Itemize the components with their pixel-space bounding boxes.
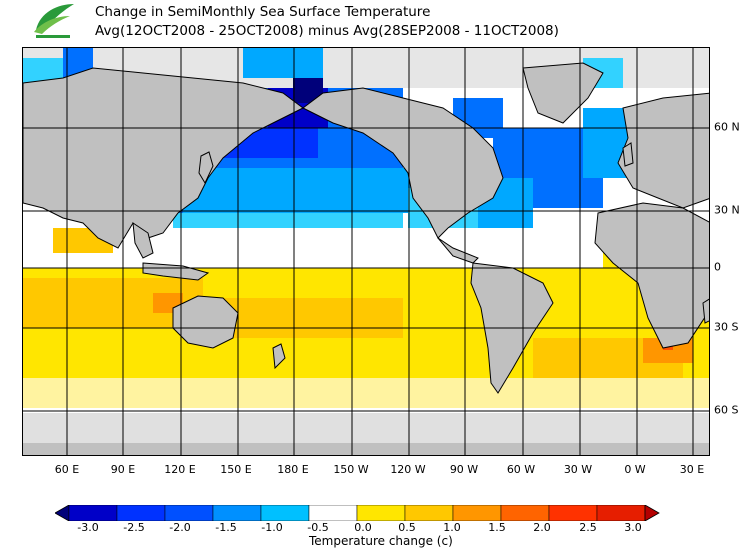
title-line-2: Avg(12OCT2008 - 25OCT2008) minus Avg(28S… — [95, 23, 559, 39]
colorbar-swatch — [68, 505, 118, 521]
lat-label: 30 S — [714, 320, 739, 334]
lat-label: 30 N — [714, 203, 740, 217]
colorbar-swatch — [404, 505, 454, 521]
colorbar-tick: 2.5 — [579, 521, 597, 534]
sst-change-map — [22, 47, 710, 456]
colorbar-swatch — [164, 505, 214, 521]
lon-label: 90 E — [110, 463, 136, 476]
colorbar-swatch — [500, 505, 550, 521]
colorbar-swatch — [452, 505, 502, 521]
map-canvas — [23, 48, 709, 455]
lon-label: 150 E — [220, 463, 252, 476]
chart-title: Change in SemiMonthly Sea Surface Temper… — [95, 3, 559, 41]
colorbar-tick: 0.5 — [398, 521, 416, 534]
colorbar-swatch — [308, 505, 358, 521]
colorbar-swatch — [116, 505, 166, 521]
land-masses — [23, 62, 709, 394]
arctic-anomaly-patches — [23, 48, 623, 138]
lat-label: 0 — [714, 260, 721, 274]
lon-label: 60 E — [54, 463, 80, 476]
colorbar-swatch — [212, 505, 262, 521]
title-line-1: Change in SemiMonthly Sea Surface Temper… — [95, 4, 431, 20]
lon-label: 120 E — [164, 463, 196, 476]
lon-label: 150 W — [333, 463, 369, 476]
colorbar-tick: -1.0 — [261, 521, 283, 534]
colorbar-arrow-right — [644, 505, 660, 521]
colorbar-swatch — [548, 505, 598, 521]
colorbar-swatch — [356, 505, 406, 521]
colorbar-tick: 0.0 — [354, 521, 372, 534]
colorbar-swatch — [596, 505, 646, 521]
lon-label: 60 W — [506, 463, 536, 476]
colorbar-tick: -2.5 — [123, 521, 145, 534]
lat-label: 60 S — [714, 403, 739, 417]
lon-label: 90 W — [449, 463, 479, 476]
colorbar-tick: -1.5 — [215, 521, 237, 534]
colorbar-tick: -0.5 — [307, 521, 329, 534]
lon-label: 120 W — [390, 463, 426, 476]
observatory-logo-icon — [34, 4, 74, 38]
graticule — [23, 48, 709, 455]
lat-label: 60 N — [714, 120, 740, 134]
lon-label: 30 E — [679, 463, 705, 476]
colorbar-tick: -3.0 — [77, 521, 99, 534]
colorbar-tick: 1.5 — [488, 521, 506, 534]
colorbar-tick: 3.0 — [624, 521, 642, 534]
lon-label: 30 W — [563, 463, 593, 476]
colorbar-tick: 1.0 — [443, 521, 461, 534]
colorbar-swatch — [260, 505, 310, 521]
colorbar — [55, 505, 660, 521]
lon-label: 0 W — [624, 463, 646, 476]
lon-label: 180 E — [277, 463, 309, 476]
colorbar-title: Temperature change (c) — [309, 534, 453, 548]
colorbar-tick: -2.0 — [169, 521, 191, 534]
colorbar-arrow-left — [55, 505, 70, 521]
colorbar-tick: 2.0 — [533, 521, 551, 534]
